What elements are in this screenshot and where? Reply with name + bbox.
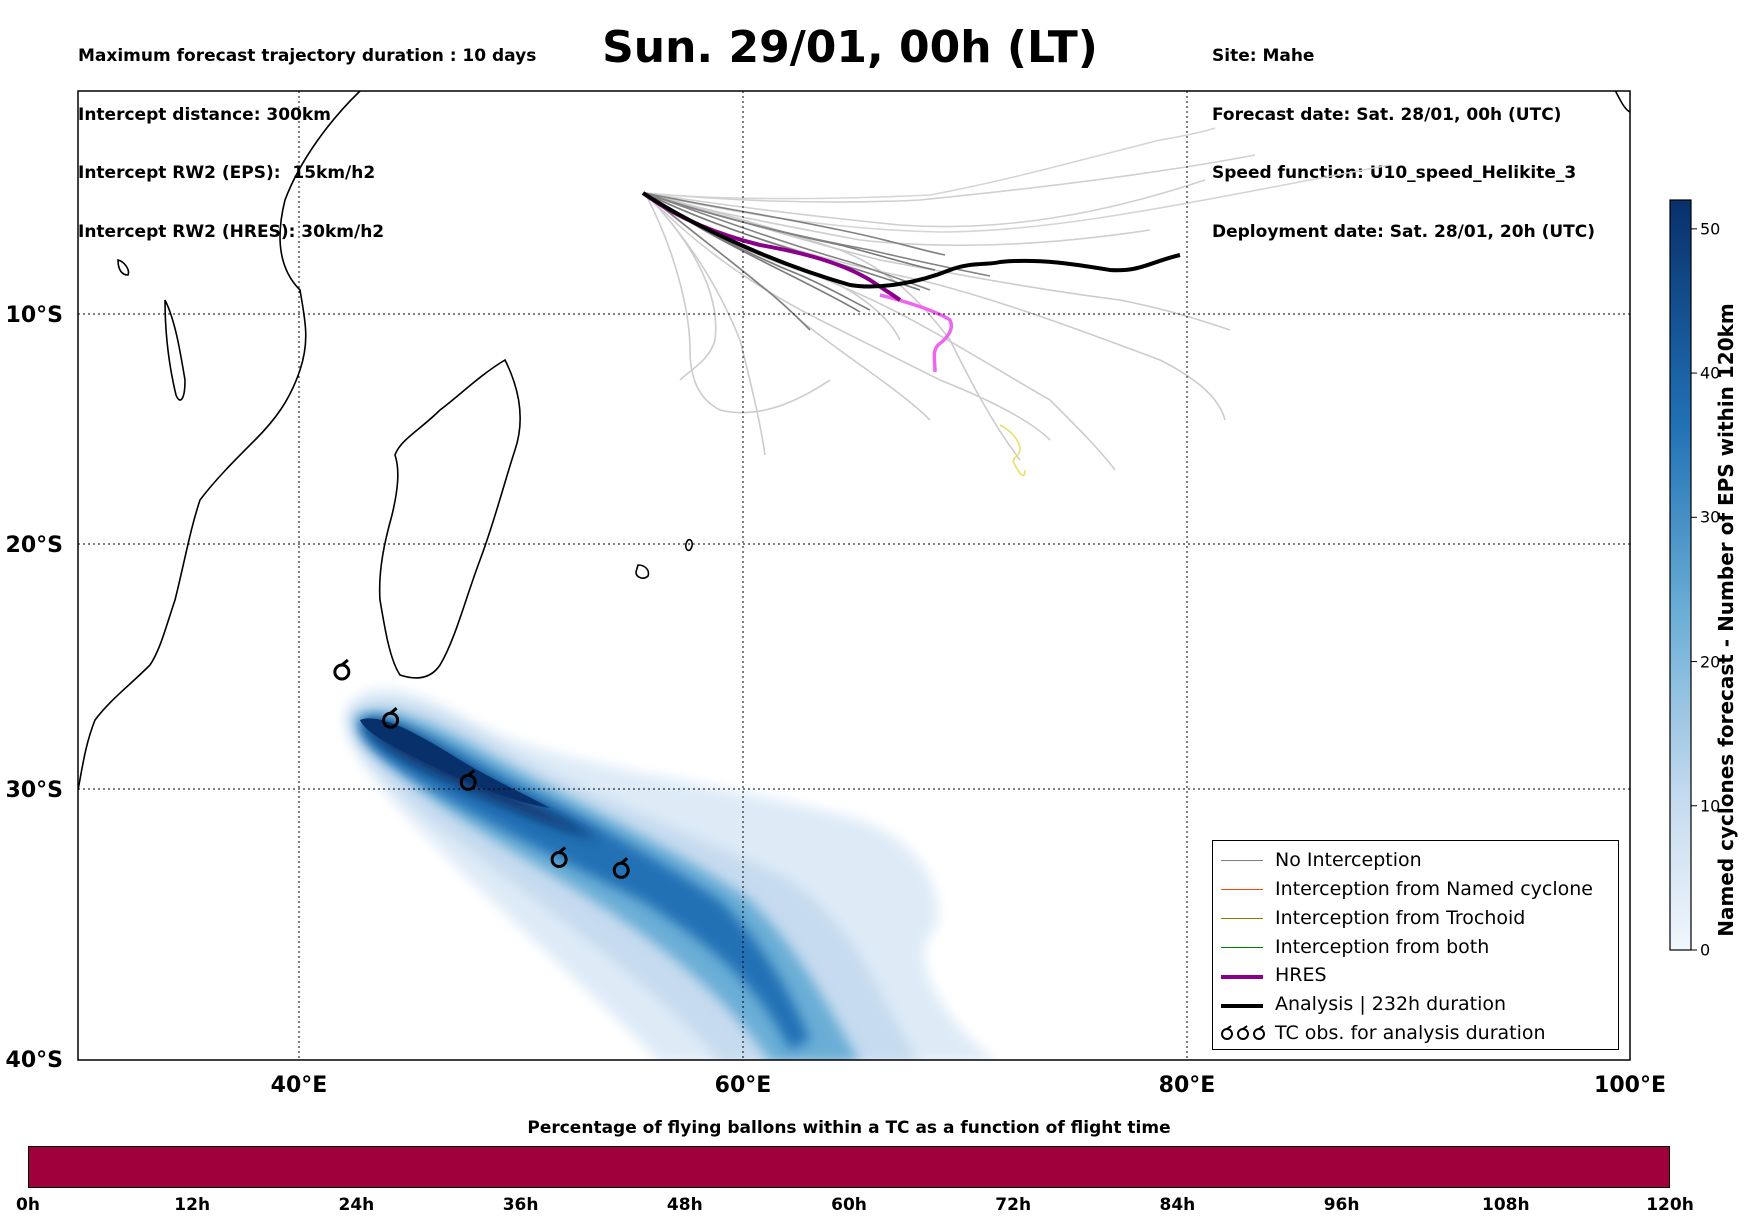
legend-label: TC obs. for analysis duration — [1275, 1022, 1546, 1044]
forecast-parameters: Maximum forecast trajectory duration : 1… — [78, 8, 536, 262]
legend-swatch — [1221, 947, 1263, 948]
lon-label: 80°E — [1159, 1073, 1216, 1098]
lake-coastline — [117, 258, 130, 276]
tc-observation-icon — [333, 658, 351, 681]
param-line: Intercept RW2 (HRES): 30km/h2 — [78, 221, 385, 242]
tc-observations — [333, 658, 630, 879]
graticule — [78, 91, 1630, 1060]
tc-observation-icon — [550, 846, 568, 868]
site-line: Site: Mahe — [1212, 46, 1315, 66]
colorbar-tick-label: 20 — [1700, 652, 1721, 672]
legend-swatch — [1221, 889, 1263, 890]
tc-observation-icon — [612, 857, 630, 879]
colorbar — [1669, 199, 1692, 951]
tc-observation-icon — [459, 769, 477, 791]
colorbar-label: Named cyclones forecast - Number of EPS … — [1714, 303, 1738, 937]
param-line: Intercept RW2 (EPS): 15km/h2 — [78, 163, 376, 183]
lat-label: 30°S — [6, 778, 63, 803]
legend-label: Analysis | 232h duration — [1275, 993, 1507, 1015]
legend-item: Interception from both — [1213, 934, 1618, 960]
reunion-coastline — [685, 538, 693, 552]
flight-time-tick: 120h — [1646, 1195, 1694, 1215]
colorbar-tick-label: 10 — [1700, 796, 1721, 816]
legend-label: HRES — [1275, 964, 1327, 986]
flight-time-tick: 36h — [502, 1195, 539, 1215]
flight-time-tick: 0h — [16, 1195, 40, 1215]
legend: No Interception Interception from Named … — [1212, 840, 1619, 1050]
lon-label: 40°E — [271, 1073, 328, 1098]
site-line: Speed function: U10_speed_Helikite_3 — [1212, 163, 1577, 183]
coastlines — [78, 91, 1630, 791]
flight-time-bar — [28, 1146, 1670, 1188]
legend-swatch — [1221, 918, 1263, 919]
colorbar-ticks — [1691, 228, 1697, 951]
africa-coastline — [78, 91, 361, 791]
flight-time-tick: 72h — [995, 1195, 1032, 1215]
mauritius-coastline — [635, 564, 650, 579]
lat-label: 20°S — [6, 533, 63, 558]
lake-coastline — [164, 299, 186, 401]
trochoid-trajectory — [999, 424, 1026, 477]
legend-swatch — [1221, 860, 1263, 861]
tc-symbol-icon — [1221, 1025, 1265, 1040]
flight-time-tick: 108h — [1482, 1195, 1530, 1215]
colorbar-tick-label: 0 — [1700, 940, 1711, 960]
flight-time-bar-title: Percentage of flying ballons within a TC… — [527, 1118, 1171, 1138]
legend-item: No Interception — [1213, 847, 1618, 873]
legend-item: TC obs. for analysis duration — [1213, 1020, 1618, 1046]
legend-swatch — [1221, 1004, 1263, 1008]
lon-label: 100°E — [1594, 1073, 1666, 1098]
madagascar-coastline — [378, 358, 521, 679]
analysis-trajectory — [641, 191, 1181, 289]
flight-time-tick: 60h — [831, 1195, 867, 1215]
flight-time-tick: 24h — [338, 1195, 375, 1215]
colorbar-tick-label: 50 — [1700, 219, 1721, 239]
legend-item: HRES — [1213, 962, 1618, 988]
legend-item: Analysis | 232h duration — [1213, 991, 1618, 1017]
lon-label: 60°E — [715, 1073, 772, 1098]
legend-item: Interception from Named cyclone — [1213, 876, 1618, 902]
map-frame — [77, 90, 1631, 1061]
legend-item: Interception from Trochoid — [1213, 905, 1618, 931]
legend-swatch — [1221, 975, 1263, 979]
legend-label: Interception from Named cyclone — [1275, 878, 1593, 900]
flight-time-tick: 96h — [1323, 1195, 1360, 1215]
param-line: Intercept distance: 300km — [78, 104, 331, 125]
flight-time-tick: 84h — [1159, 1195, 1196, 1215]
colorbar-tick-label: 40 — [1700, 363, 1721, 383]
cyclone-density-plume — [344, 688, 997, 1060]
lat-label: 10°S — [6, 303, 63, 328]
page-title: Sun. 29/01, 00h (LT) — [602, 22, 1098, 73]
site-line: Deployment date: Sat. 28/01, 20h (UTC) — [1212, 221, 1596, 242]
legend-label: Interception from Trochoid — [1275, 907, 1526, 929]
tc-observation-icon — [382, 707, 400, 729]
flight-time-tick: 48h — [666, 1195, 703, 1215]
hres-continuation — [879, 293, 953, 373]
param-line: Maximum forecast trajectory duration : 1… — [78, 46, 537, 66]
legend-label: No Interception — [1275, 849, 1422, 871]
legend-label: Interception from both — [1275, 936, 1490, 958]
site-line: Forecast date: Sat. 28/01, 00h (UTC) — [1212, 104, 1562, 125]
flight-time-tick: 12h — [174, 1195, 211, 1215]
colorbar-tick-label: 30 — [1700, 507, 1721, 527]
site-info: Site: Mahe Forecast date: Sat. 28/01, 00… — [1212, 8, 1595, 262]
eps-trajectories — [644, 127, 1391, 471]
lat-label: 40°S — [6, 1048, 63, 1073]
islands-coastline — [1614, 91, 1630, 113]
